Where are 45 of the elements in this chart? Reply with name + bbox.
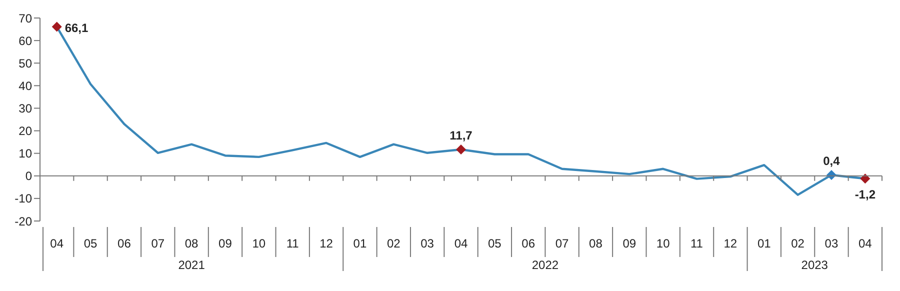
x-tick-label: 10 (656, 236, 670, 251)
x-tick-label: 07 (151, 236, 165, 251)
x-tick-label: 02 (386, 236, 401, 251)
point (860, 174, 870, 184)
y-tick-label: 20 (18, 124, 32, 138)
data-label: 66,1 (64, 20, 89, 35)
y-tick-label: 40 (18, 78, 32, 93)
y-tick-label: 30 (18, 101, 32, 116)
x-tick-label: 01 (757, 236, 772, 251)
x-tick-label: 06 (522, 236, 536, 251)
x-tick-label: 01 (353, 236, 367, 251)
x-tick-label: 10 (252, 236, 266, 251)
data-label: -1,2 (854, 188, 876, 202)
text: 2023 (801, 258, 828, 272)
point (52, 22, 62, 32)
text: 2022 (532, 258, 559, 272)
x-tick-label: 09 (622, 236, 636, 251)
data-label: 0,4 (823, 154, 840, 168)
x-tick-label: 06 (118, 236, 132, 251)
x-tick-label: 07 (555, 236, 570, 251)
x-tick-label: 12 (724, 236, 738, 251)
x-tick-label: 12 (320, 236, 334, 251)
x-tick-label: 04 (454, 236, 468, 251)
x-tick-label: 04 (858, 236, 872, 251)
y-tick-label: 0 (25, 169, 32, 184)
y-tick-label: -20 (14, 214, 32, 228)
y-tick-label: 60 (18, 34, 32, 48)
x-tick-label: 02 (791, 236, 805, 251)
x-tick-label: 03 (420, 236, 434, 251)
x-tick-label: 11 (286, 236, 300, 251)
x-tick-label: 08 (589, 236, 603, 251)
x-tick-label: 11 (690, 236, 704, 251)
data-label: 11,7 (450, 128, 473, 142)
y-tick-label: 70 (18, 11, 32, 26)
x-tick-label: 09 (218, 236, 232, 251)
x-tick-label: 08 (184, 236, 199, 251)
text: 2021 (178, 258, 206, 272)
point (456, 144, 466, 154)
x-tick-label: 05 (488, 236, 502, 251)
x-tick-label: 03 (824, 236, 838, 251)
x-tick-label: 05 (84, 236, 98, 251)
y-tick-label: 50 (18, 56, 32, 70)
y-tick-label: -10 (14, 192, 32, 206)
y-tick-label: 10 (18, 146, 32, 161)
x-tick-label: 04 (50, 236, 64, 251)
